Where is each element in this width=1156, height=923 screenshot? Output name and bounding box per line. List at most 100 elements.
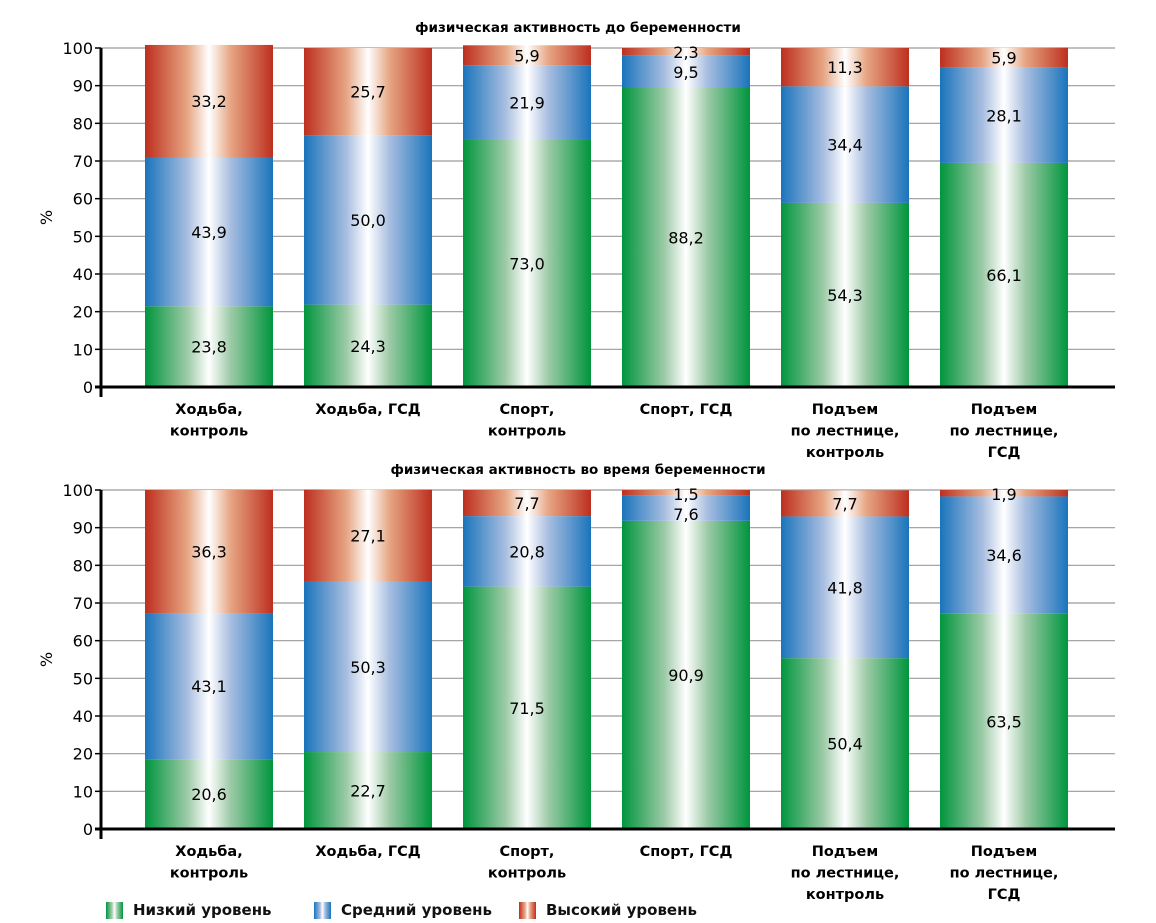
y-tick-label: 70 xyxy=(73,152,93,171)
y-tick-label: 10 xyxy=(73,782,93,801)
x-tick-label: контроль xyxy=(806,887,884,903)
chart-during-pregnancy: физическая активность во время беременно… xyxy=(37,462,1115,903)
y-tick-label: 60 xyxy=(73,632,93,651)
x-tick-label: Подъем xyxy=(812,844,878,860)
y-tick-label: 80 xyxy=(73,556,93,575)
bar-segment-high xyxy=(940,490,1068,497)
y-tick-label: 90 xyxy=(73,519,93,538)
bar-segment-mid xyxy=(145,613,273,760)
bar-segment-low xyxy=(622,520,750,829)
data-label-mid: 50,3 xyxy=(350,658,386,677)
bar-segment-mid xyxy=(145,157,273,307)
x-tick-label: Ходьба, xyxy=(175,402,242,418)
x-tick-label: контроль xyxy=(488,866,566,882)
y-tick-label: 20 xyxy=(73,745,93,764)
bar-segment-high xyxy=(781,490,909,517)
bar-segment-high xyxy=(622,490,750,496)
legend-item-low: Низкий уровень xyxy=(106,901,272,919)
data-label-mid: 41,8 xyxy=(827,578,863,597)
bar-segment-mid xyxy=(622,55,750,89)
x-tick-label: Спорт, ГСД xyxy=(640,402,733,418)
y-tick-label: 0 xyxy=(83,820,93,839)
legend-swatch-low xyxy=(106,901,123,919)
y-tick-label: 40 xyxy=(73,707,93,726)
y-tick-label: 70 xyxy=(73,594,93,613)
data-label-mid: 50,0 xyxy=(350,211,386,230)
data-label-mid: 21,9 xyxy=(509,93,545,112)
bar-segment-low xyxy=(463,586,591,829)
y-tick-label: 20 xyxy=(73,303,93,322)
legend-label-mid: Средний уровень xyxy=(341,901,492,919)
legend-swatch-high xyxy=(519,901,536,919)
legend-item-mid: Средний уровень xyxy=(314,901,492,919)
y-tick-label: 50 xyxy=(73,227,93,246)
y-tick-label: 10 xyxy=(73,340,93,359)
y-tick-label: 60 xyxy=(73,190,93,209)
data-label-high: 7,7 xyxy=(514,494,539,513)
data-label-high: 5,9 xyxy=(991,49,1016,68)
x-tick-label: Ходьба, xyxy=(175,844,242,860)
data-label-mid: 28,1 xyxy=(986,106,1022,125)
x-tick-label: Подъем xyxy=(971,844,1037,860)
bar-segment-low xyxy=(940,162,1068,387)
bar-segment-low xyxy=(304,752,432,829)
x-tick-label: ГСД xyxy=(988,887,1021,903)
data-label-low: 24,3 xyxy=(350,337,386,356)
data-label-low: 73,0 xyxy=(509,254,545,273)
data-label-mid: 43,1 xyxy=(191,677,227,696)
data-label-high: 33,2 xyxy=(191,92,227,111)
bar-segment-high xyxy=(781,48,909,87)
data-label-mid: 43,9 xyxy=(191,223,227,242)
bar-segment-high xyxy=(304,489,432,582)
bar-segment-high xyxy=(622,48,750,56)
data-label-low: 23,8 xyxy=(191,338,227,357)
x-tick-label: Спорт, xyxy=(500,402,555,418)
y-axis-label: % xyxy=(37,210,56,225)
bar-segment-mid xyxy=(781,516,909,659)
x-tick-label: по лестнице, xyxy=(950,866,1059,882)
data-label-mid: 34,6 xyxy=(986,546,1022,565)
x-tick-label: ГСД xyxy=(988,445,1021,461)
chart-title: физическая активность до беременности xyxy=(415,20,741,36)
y-tick-label: 80 xyxy=(73,114,93,133)
bar-segment-high xyxy=(463,490,591,517)
bar-segment-mid xyxy=(940,496,1068,614)
data-label-low: 54,3 xyxy=(827,286,863,305)
bar-segment-mid xyxy=(781,86,909,203)
data-label-low: 88,2 xyxy=(668,229,704,248)
x-tick-label: контроль xyxy=(488,424,566,440)
bar-segment-low xyxy=(463,139,591,387)
x-tick-label: Подъем xyxy=(971,402,1037,418)
data-label-mid: 7,6 xyxy=(673,505,698,524)
chart-title: физическая активность во время беременно… xyxy=(390,462,765,478)
bar-segment-mid xyxy=(940,67,1068,163)
legend: Низкий уровень Средний уровень Высокий у… xyxy=(0,897,1156,923)
legend-label-high: Высокий уровень xyxy=(546,901,697,919)
x-tick-label: контроль xyxy=(170,424,248,440)
y-axis-label: % xyxy=(37,652,56,667)
data-label-low: 22,7 xyxy=(350,782,386,801)
data-label-high: 1,5 xyxy=(673,485,698,504)
bar-segment-low xyxy=(781,202,909,387)
data-label-mid: 34,4 xyxy=(827,136,863,155)
data-label-low: 50,4 xyxy=(827,735,863,754)
x-tick-label: по лестнице, xyxy=(791,866,900,882)
data-label-high: 27,1 xyxy=(350,527,386,546)
y-tick-label: 100 xyxy=(62,481,93,500)
legend-item-high: Высокий уровень xyxy=(519,901,697,919)
y-tick-label: 100 xyxy=(62,39,93,58)
bar-segment-mid xyxy=(304,135,432,305)
x-tick-label: по лестнице, xyxy=(950,424,1059,440)
bar-segment-high xyxy=(463,45,591,66)
bar-segment-low xyxy=(145,306,273,387)
x-tick-label: Ходьба, ГСД xyxy=(315,402,420,418)
data-label-high: 11,3 xyxy=(827,58,863,77)
data-label-low: 66,1 xyxy=(986,266,1022,285)
bar-segment-high xyxy=(145,44,273,158)
x-tick-label: по лестнице, xyxy=(791,424,900,440)
data-label-mid: 20,8 xyxy=(509,542,545,561)
y-tick-label: 40 xyxy=(73,265,93,284)
data-label-low: 90,9 xyxy=(668,666,704,685)
y-tick-label: 90 xyxy=(73,77,93,96)
